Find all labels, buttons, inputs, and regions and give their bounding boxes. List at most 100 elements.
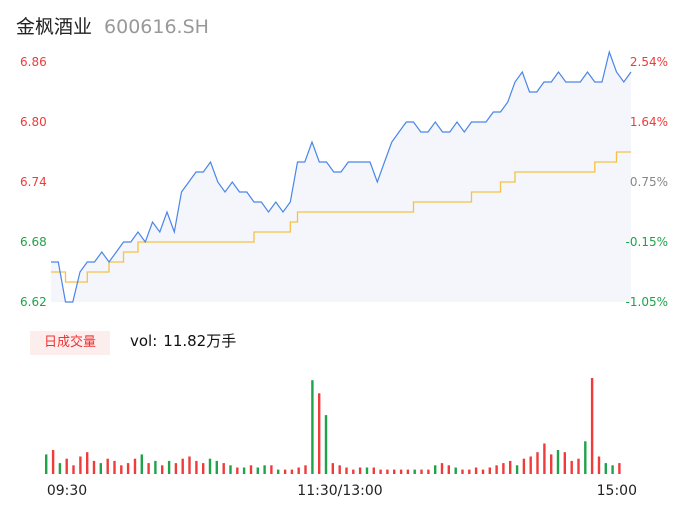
volume-bar xyxy=(263,465,266,474)
volume-bar xyxy=(195,460,198,474)
volume-bar xyxy=(495,465,498,474)
volume-bar xyxy=(45,454,48,474)
volume-bar xyxy=(413,469,416,474)
y-right-tick: 0.75% xyxy=(630,175,668,189)
volume-bar xyxy=(58,463,62,474)
volume-bar xyxy=(563,452,566,474)
volume-bar xyxy=(126,463,130,474)
volume-bar xyxy=(277,469,280,474)
x-axis-tick: 11:30/13:00 xyxy=(297,483,382,499)
volume-badge: 日成交量 xyxy=(30,331,110,355)
y-left-tick: 6.74 xyxy=(20,175,47,189)
volume-bar xyxy=(352,469,355,474)
volume-bar xyxy=(427,469,430,474)
volume-bar xyxy=(202,463,205,474)
volume-bar xyxy=(584,441,587,474)
volume-bar xyxy=(208,458,212,474)
volume-bar xyxy=(140,454,143,474)
volume-bar xyxy=(379,469,382,474)
volume-bar xyxy=(590,378,594,474)
volume-label: vol: xyxy=(130,332,158,350)
volume-bar xyxy=(365,467,369,474)
volume-bar xyxy=(550,454,553,474)
volume-bar xyxy=(358,467,362,474)
volume-value: 11.82万手 xyxy=(163,332,237,350)
volume-bar xyxy=(99,463,102,474)
volume-bar xyxy=(51,450,55,474)
y-left-tick: 6.86 xyxy=(20,55,47,69)
volume-bar xyxy=(318,393,321,474)
volume-bar xyxy=(133,458,137,474)
price-area xyxy=(51,52,631,302)
volume-bar xyxy=(611,465,614,474)
volume-bar xyxy=(529,456,532,474)
stock-name: 金枫酒业 xyxy=(16,16,93,38)
volume-bar xyxy=(454,467,457,474)
volume-bar xyxy=(283,469,287,474)
price-line xyxy=(51,49,632,303)
volume-bar xyxy=(447,465,450,474)
volume-bar xyxy=(372,467,375,474)
volume-bar xyxy=(536,452,539,474)
volume-bar xyxy=(556,450,560,474)
volume-bar xyxy=(509,460,512,474)
volume-bar xyxy=(488,467,491,474)
volume-bar xyxy=(618,463,621,474)
volume-bar xyxy=(72,465,75,474)
volume-bar xyxy=(440,463,444,474)
average-price-line xyxy=(51,151,631,283)
volume-bar xyxy=(461,469,464,474)
volume-bar xyxy=(331,463,334,474)
volume-bar xyxy=(113,460,116,474)
volume-readout: vol: 11.82万手 xyxy=(130,330,236,351)
volume-bar xyxy=(338,465,341,474)
volume-bar xyxy=(502,463,505,474)
volume-bar xyxy=(167,460,171,474)
volume-bar xyxy=(256,467,259,474)
volume-bar xyxy=(297,467,300,474)
volume-bar xyxy=(311,380,314,474)
y-right-tick: 2.54% xyxy=(630,55,668,69)
volume-bar xyxy=(468,469,471,474)
volume-bar xyxy=(570,460,573,474)
volume-bar xyxy=(174,463,178,474)
volume-bar xyxy=(474,467,478,474)
volume-bar xyxy=(86,452,89,474)
volume-bar xyxy=(420,469,423,474)
volume-bar xyxy=(222,463,225,474)
volume-bar xyxy=(393,469,396,474)
volume-bar xyxy=(106,458,109,474)
volume-bar xyxy=(188,456,191,474)
volume-bar xyxy=(79,456,82,474)
volume-bar xyxy=(434,465,437,474)
y-left-tick: 6.80 xyxy=(20,115,47,129)
volume-bar xyxy=(522,458,526,474)
volume-bar xyxy=(65,458,68,474)
volume-bar xyxy=(154,460,157,474)
y-left-tick: 6.62 xyxy=(20,295,47,309)
volume-bar xyxy=(92,460,96,474)
y-left-tick: 6.68 xyxy=(20,235,47,249)
volume-bar xyxy=(543,443,546,474)
volume-bar xyxy=(120,465,123,474)
volume-bar xyxy=(399,469,403,474)
stock-title: 金枫酒业 600616.SH xyxy=(16,12,209,39)
x-axis-tick: 15:00 xyxy=(597,483,637,499)
y-right-tick: -1.05% xyxy=(626,295,668,309)
volume-bar xyxy=(515,465,519,474)
volume-bar xyxy=(270,465,273,474)
volume-bar xyxy=(249,465,253,474)
stock-code: 600616.SH xyxy=(104,16,209,38)
volume-bar xyxy=(229,465,232,474)
volume-bar xyxy=(161,465,164,474)
volume-bar xyxy=(481,469,485,474)
volume-bar xyxy=(577,458,580,474)
x-axis-tick: 09:30 xyxy=(47,483,87,499)
volume-bar xyxy=(406,469,410,474)
volume-bar xyxy=(604,463,607,474)
volume-bar xyxy=(597,456,601,474)
volume-bar xyxy=(290,469,294,474)
y-right-tick: -0.15% xyxy=(626,235,668,249)
volume-bar xyxy=(324,415,328,474)
